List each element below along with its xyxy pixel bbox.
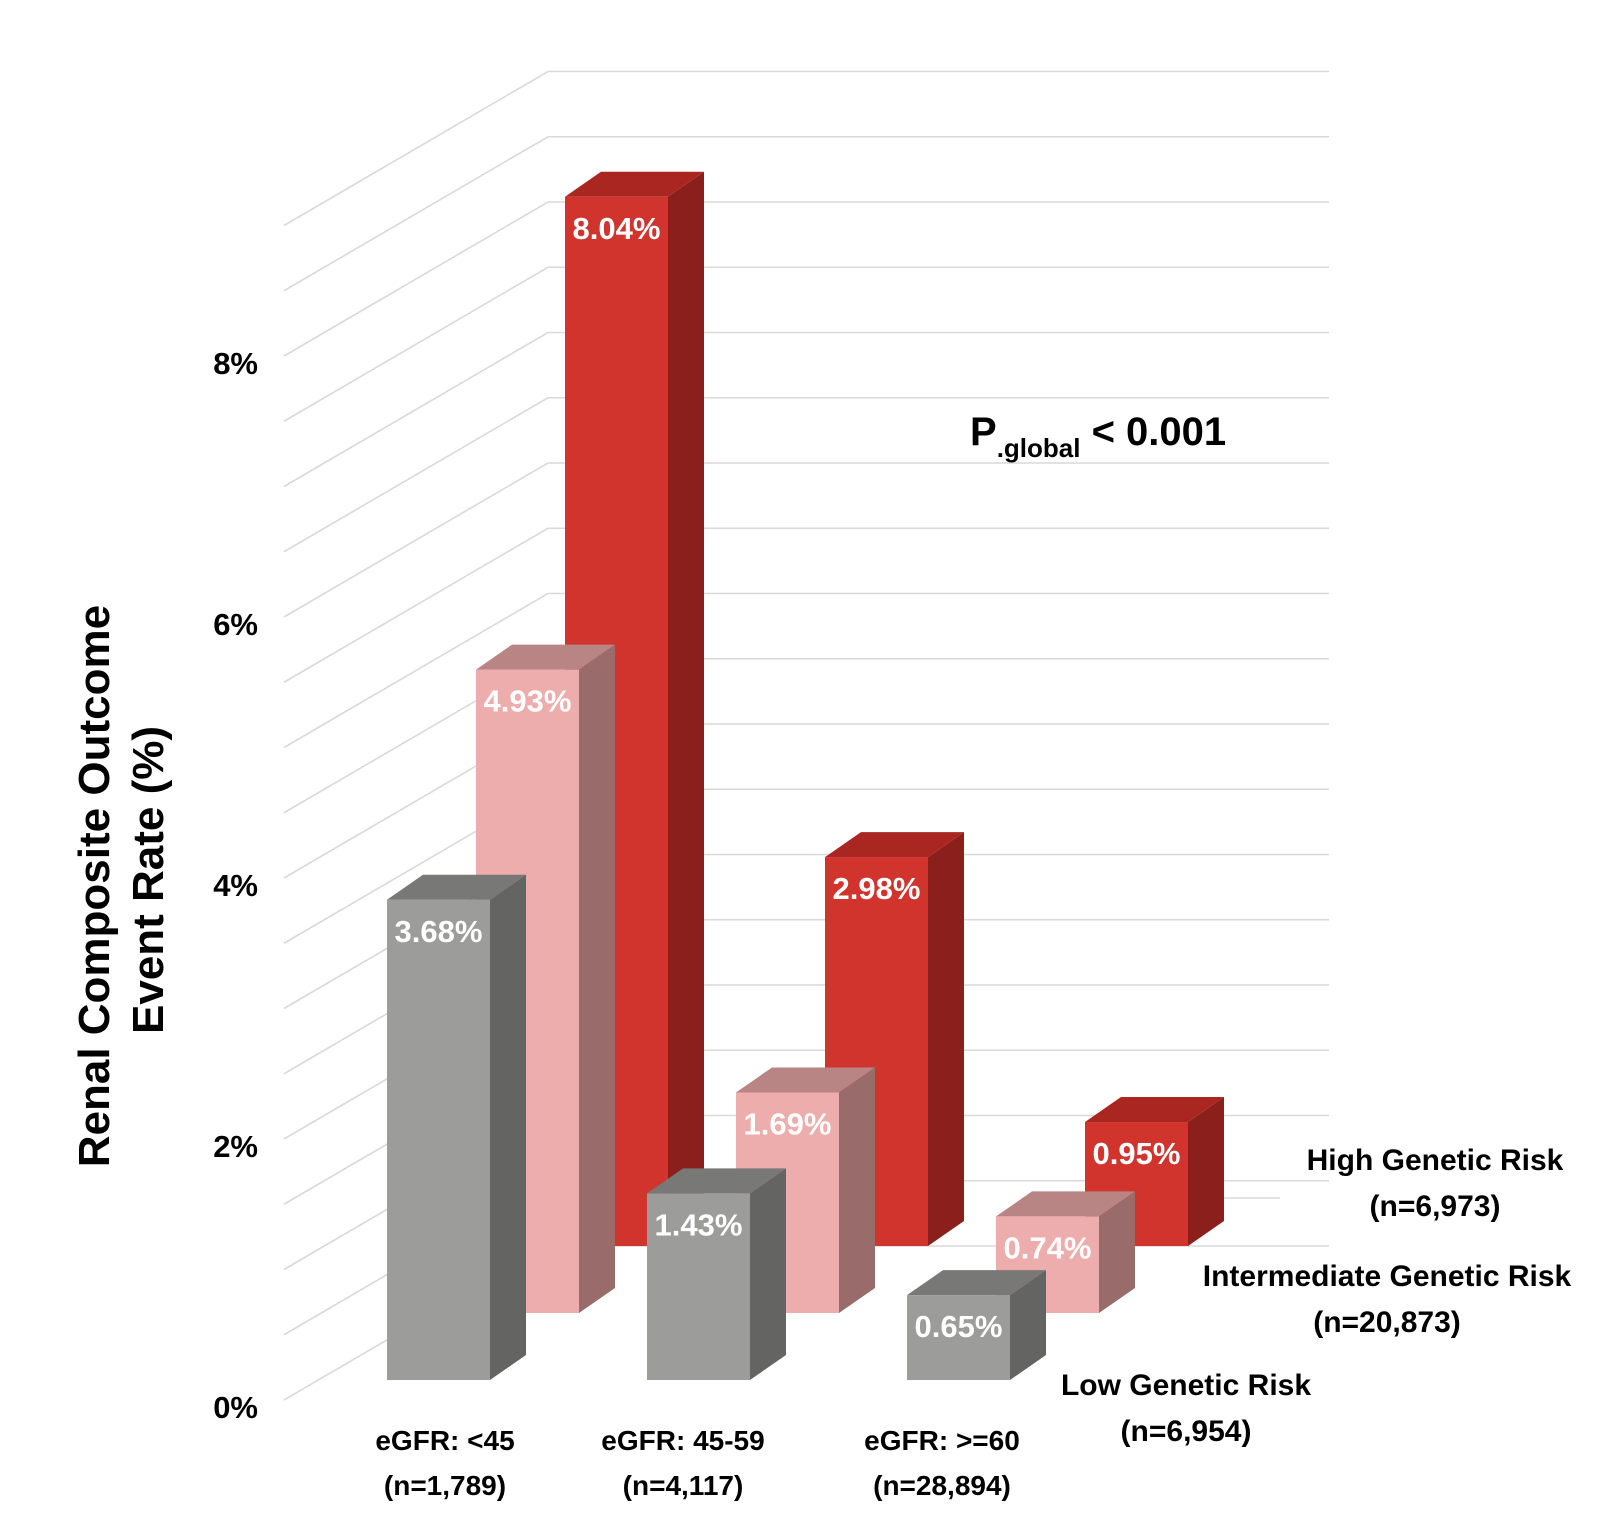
p-value-subscript: .global [997,433,1081,463]
bar-side [750,1168,786,1380]
category-label: eGFR: 45-59 [601,1425,764,1456]
category-n-label: (n=1,789) [384,1470,506,1501]
y-tick-label: 4% [213,868,258,903]
category-labels: eGFR: <45 (n=1,789) eGFR: 45-59 (n=4,117) eG… [375,1425,1019,1501]
gridlines [283,70,1329,1401]
bar-front [387,899,490,1380]
bar-top [387,874,526,900]
gridline [283,396,1329,553]
gridline [283,527,1329,683]
category-n-label: (n=4,117) [623,1470,744,1501]
bars: 8.04% 2.98% 0.95% 4.93% 1.69% 0.74% 3.68% 1.43%… [387,171,1224,1380]
category-n-label: (n=28,894) [873,1470,1011,1501]
bar-top [825,832,964,858]
gridline [283,266,1329,422]
bar-value-label: 0.74% [1004,1230,1092,1265]
series-n-label: (n=6,954) [1121,1415,1252,1448]
bar-side [1010,1270,1046,1380]
bar-top [565,171,704,197]
y-tick-label: 6% [213,607,258,642]
y-tick-label: 8% [213,346,258,381]
bar-value-label: 8.04% [573,211,661,246]
gridline [283,135,1329,292]
gridline [283,462,1329,618]
bar: 1.43% [647,1168,786,1380]
bar-top [647,1168,786,1194]
bar-top [996,1191,1135,1217]
bar: 3.68% [387,874,526,1380]
y-axis-label: Renal Composite Outcome Event Rate (%) [70,593,173,1168]
category-label: eGFR: <45 [375,1425,514,1456]
bar-side [1099,1191,1135,1313]
series-label: High Genetic Risk [1307,1144,1564,1177]
series-n-label: (n=20,873) [1313,1306,1461,1339]
bar-top [476,644,615,670]
y-tick-label: 0% [213,1390,258,1425]
bar-side [490,874,526,1380]
bar-value-label: 2.98% [833,871,921,906]
bar-value-label: 0.95% [1093,1136,1181,1171]
bar-front [907,1295,1010,1380]
bar: 0.65% [907,1270,1046,1380]
y-axis-label-line-1: Renal Composite Outcome [70,605,119,1167]
bar-value-label: 3.68% [395,914,483,949]
category-label: eGFR: >=60 [864,1425,1020,1456]
bar-side [1188,1097,1224,1246]
gridline [283,70,1329,227]
bar-value-label: 4.93% [484,684,572,719]
bar-top [907,1270,1046,1296]
bar: 4.93% [476,644,615,1313]
series-label: Low Genetic Risk [1061,1369,1311,1402]
y-axis-ticks: 0% 2% 4% 6% 8% [213,346,258,1425]
bar-side [579,644,615,1313]
bar-value-label: 1.69% [744,1106,832,1141]
bar-top [736,1067,875,1093]
bar-top [1085,1097,1224,1123]
gridline [283,592,1329,749]
y-axis-label-line-2: Event Rate (%) [124,726,173,1034]
series-labels: Low Genetic Risk (n=6,954) Intermediate Ge… [1061,1144,1572,1448]
bar-value-label: 1.43% [655,1207,743,1242]
series-label: Intermediate Genetic Risk [1203,1260,1572,1293]
bar-front [647,1193,750,1380]
y-tick-label: 2% [213,1129,258,1164]
p-value-main: P [970,410,997,454]
p-value-rest: < 0.001 [1080,410,1226,454]
bar: 0.74% [996,1191,1135,1313]
bar-side [668,171,704,1246]
gridline [283,201,1329,357]
series-n-label: (n=6,973) [1370,1190,1501,1223]
p-value-annotation: P.global < 0.001 [970,410,1226,463]
gridline [283,331,1329,488]
bar-value-label: 0.65% [915,1309,1003,1344]
bar-side [928,832,964,1246]
bar-side [839,1067,875,1313]
